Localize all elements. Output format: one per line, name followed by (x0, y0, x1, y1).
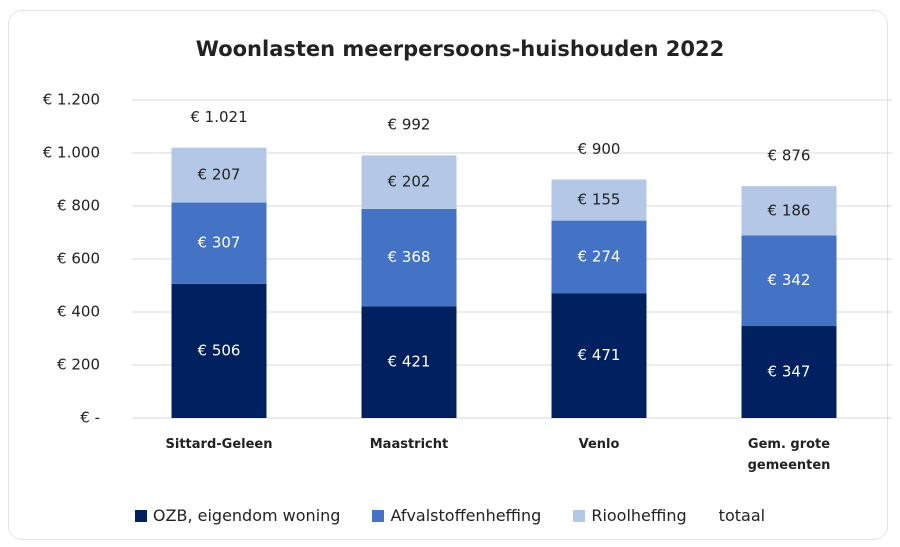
bar-segment (741, 326, 837, 418)
bar-segment (171, 283, 267, 418)
y-tick-label: € 1.200 (43, 91, 100, 109)
bar-segment (741, 235, 837, 327)
value-label: € 421 (388, 353, 431, 371)
x-tick-label: Maastricht (369, 437, 449, 452)
value-label: € 342 (768, 271, 811, 289)
value-label: € 506 (198, 341, 241, 359)
bar-segment (361, 306, 457, 418)
value-label: € 186 (768, 201, 811, 219)
value-label: € 274 (578, 247, 621, 265)
value-label: € 471 (578, 346, 621, 364)
y-tick-label: € 200 (57, 356, 100, 374)
legend-item: totaal (719, 506, 765, 525)
x-tick-label: Sittard-Geleen (165, 437, 273, 452)
legend-label: totaal (718, 506, 766, 525)
legend-swatch (134, 509, 147, 522)
legend-item: Afvalstoffenheffing (372, 506, 541, 525)
y-tick-label: € 600 (57, 250, 100, 268)
legend-item: OZB, eigendom woning (134, 506, 341, 525)
chart-title: Woonlasten meerpersoons-huishouden 2022 (196, 37, 724, 61)
value-label: € 347 (768, 363, 811, 381)
total-label: € 876 (768, 146, 811, 164)
bar-segment (361, 208, 457, 307)
total-label: € 1.021 (190, 108, 247, 126)
value-label: € 155 (578, 191, 621, 209)
x-tick-label: Gem. grote gemeenten (747, 437, 831, 473)
legend: OZB, eigendom woning Afvalstoffenheffing R… (0, 506, 900, 525)
legend-label: Afvalstoffenheffing (390, 506, 542, 525)
bar-segment (741, 186, 837, 236)
bar-segment (171, 147, 267, 203)
bar-segment (551, 220, 647, 294)
value-label: € 202 (388, 173, 431, 191)
bar-segment (171, 202, 267, 284)
bar-segment (551, 179, 647, 221)
value-label: € 307 (198, 234, 241, 252)
legend-label: Rioolheffing (591, 506, 687, 525)
value-label: € 207 (198, 166, 241, 184)
y-tick-label: € 1.000 (43, 144, 100, 162)
y-tick-label: € 800 (57, 197, 100, 215)
total-label: € 900 (578, 140, 621, 158)
bar-segment (551, 293, 647, 418)
legend-swatch (372, 509, 385, 522)
x-tick-label: Venlo (578, 437, 620, 452)
y-tick-label: € - (80, 409, 100, 427)
legend-label: OZB, eigendom woning (152, 506, 341, 525)
value-label: € 368 (388, 248, 431, 266)
legend-swatch (573, 509, 586, 522)
y-tick-label: € 400 (57, 303, 100, 321)
card (8, 10, 888, 540)
legend-item: Rioolheffing (573, 506, 687, 525)
total-label: € 992 (388, 116, 431, 134)
bar-segment (361, 155, 457, 209)
